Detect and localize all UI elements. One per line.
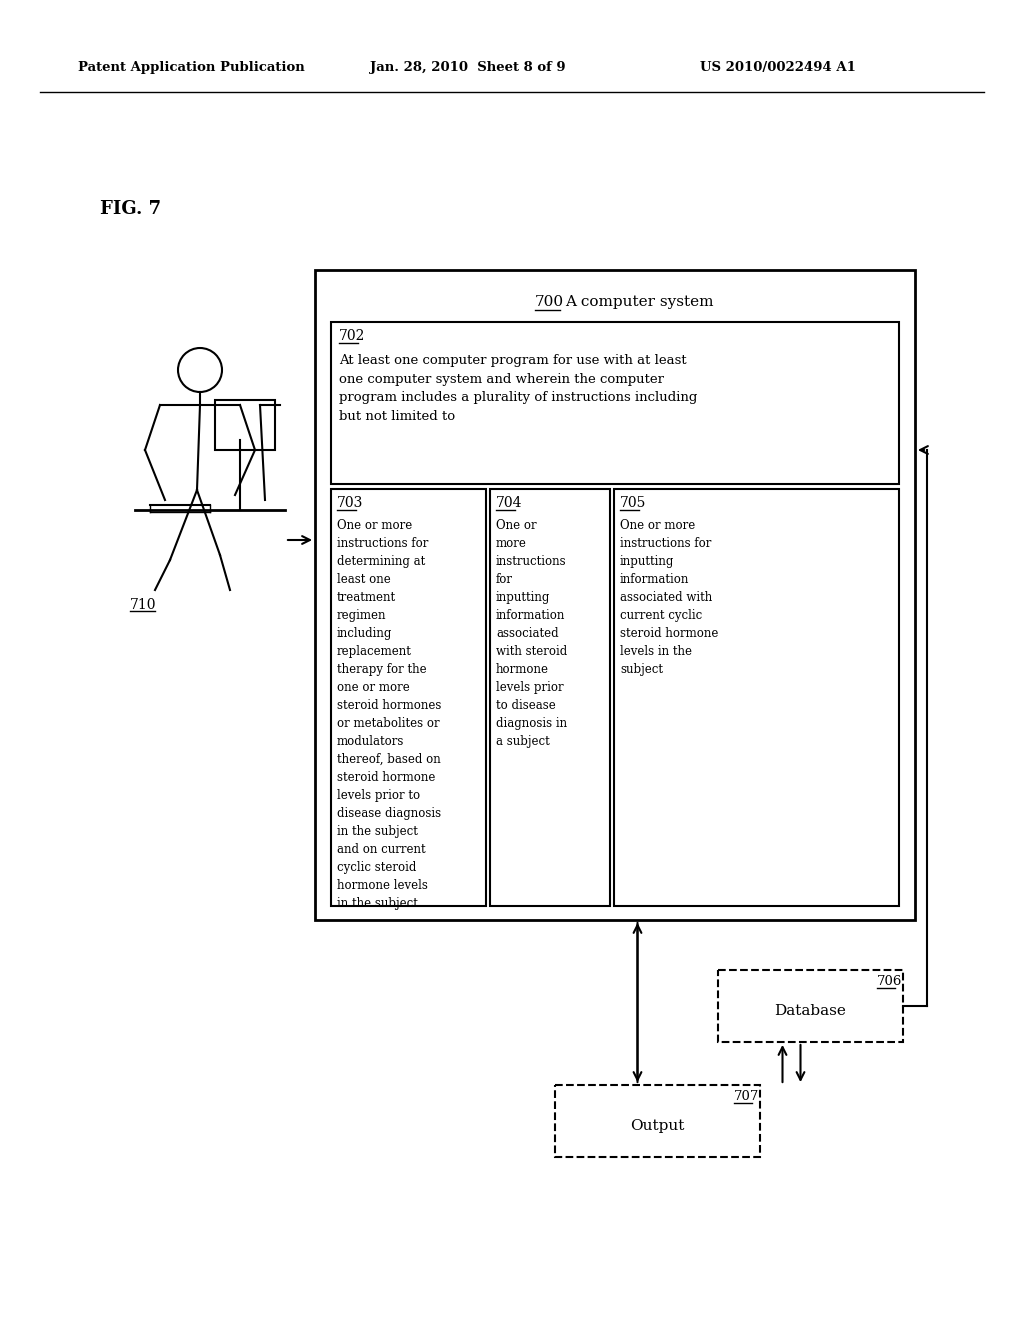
- Text: 702: 702: [339, 329, 366, 343]
- Text: US 2010/0022494 A1: US 2010/0022494 A1: [700, 62, 856, 74]
- Text: One or more
instructions for
determining at
least one
treatment
regimen
includin: One or more instructions for determining…: [337, 519, 441, 909]
- Bar: [315, 271, 915, 920]
- Text: 710: 710: [130, 598, 157, 612]
- Bar: [490, 488, 610, 906]
- Bar: [331, 488, 486, 906]
- Bar: [555, 1085, 760, 1158]
- Text: Output: Output: [631, 1119, 685, 1133]
- Bar: [331, 322, 899, 484]
- Text: 703: 703: [337, 496, 364, 510]
- Text: 705: 705: [620, 496, 646, 510]
- Text: A computer system: A computer system: [565, 294, 714, 309]
- Bar: [718, 970, 903, 1041]
- Bar: [614, 488, 899, 906]
- Text: 706: 706: [877, 975, 902, 987]
- Text: 700: 700: [535, 294, 564, 309]
- Text: Database: Database: [774, 1005, 847, 1018]
- Text: Jan. 28, 2010  Sheet 8 of 9: Jan. 28, 2010 Sheet 8 of 9: [370, 62, 565, 74]
- Text: 704: 704: [496, 496, 522, 510]
- Text: FIG. 7: FIG. 7: [100, 201, 161, 218]
- Text: One or
more
instructions
for
inputting
information
associated
with steroid
hormo: One or more instructions for inputting i…: [496, 519, 567, 748]
- Text: Patent Application Publication: Patent Application Publication: [78, 62, 305, 74]
- Text: One or more
instructions for
inputting
information
associated with
current cycli: One or more instructions for inputting i…: [620, 519, 719, 676]
- Text: 707: 707: [734, 1090, 760, 1104]
- Bar: [215, 400, 275, 450]
- Text: At least one computer program for use with at least
one computer system and wher: At least one computer program for use wi…: [339, 354, 697, 422]
